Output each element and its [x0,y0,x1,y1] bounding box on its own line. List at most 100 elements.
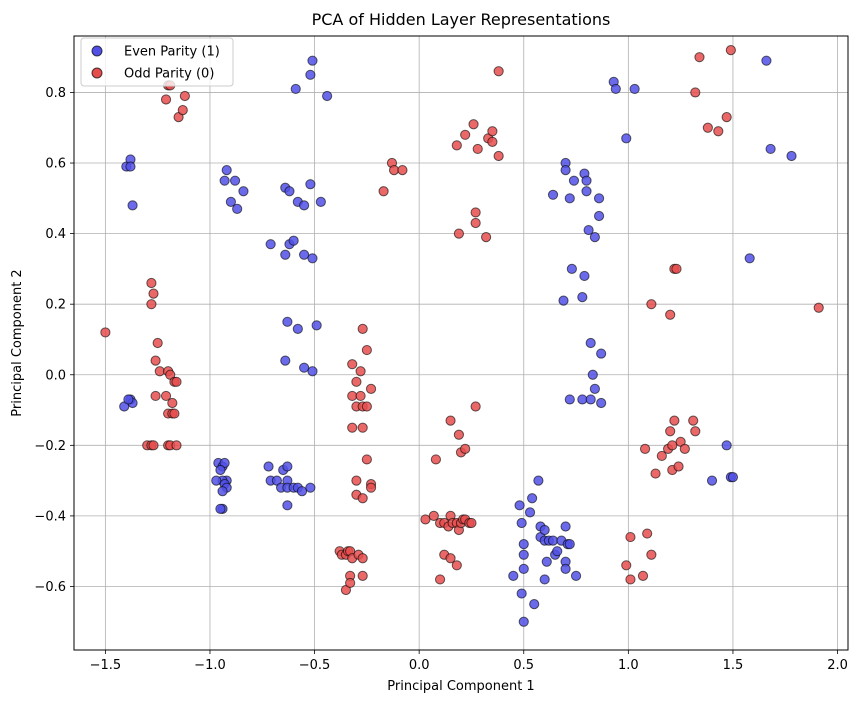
point-odd-parity [487,126,498,137]
point-odd-parity [650,468,661,479]
y-tick-label: 0.0 [45,368,66,383]
point-odd-parity [665,309,676,320]
point-even-parity [533,475,544,486]
point-odd-parity [639,443,651,454]
point-odd-parity [361,401,372,412]
point-even-parity [215,503,226,514]
point-odd-parity [177,105,188,116]
point-even-parity [727,471,739,483]
legend-label-odd: Odd Parity (0) [124,67,214,82]
x-axis-label: Principal Component 1 [387,679,534,694]
point-odd-parity [347,390,358,402]
point-odd-parity [688,415,699,426]
point-even-parity [564,394,575,405]
point-odd-parity [355,390,366,402]
point-even-parity [263,461,274,472]
point-odd-parity [169,408,180,419]
x-tick-label: 1.5 [723,658,744,673]
point-even-parity [596,348,607,359]
x-tick-label: −1.5 [90,658,122,673]
y-tick-label: −0.2 [34,439,66,454]
point-even-parity [568,175,580,186]
point-even-parity [558,295,569,306]
point-odd-parity [679,443,690,454]
point-odd-parity [148,288,159,299]
point-even-parity [621,133,632,144]
point-odd-parity [351,376,362,387]
point-even-parity [225,196,236,207]
point-even-parity [125,161,136,172]
point-odd-parity [445,553,456,564]
point-even-parity [215,464,226,476]
point-even-parity [629,83,640,95]
point-odd-parity [445,415,456,426]
point-odd-parity [470,401,481,412]
point-odd-parity [493,66,504,77]
point-odd-parity [694,52,705,63]
point-even-parity [593,193,605,204]
point-odd-parity [148,440,159,451]
point-even-parity [593,210,605,222]
y-tick-label: 0.6 [45,157,66,172]
x-tick-label: 0.5 [513,658,534,673]
legend-marker-even [91,45,103,57]
point-even-parity [282,461,293,472]
point-odd-parity [378,186,389,197]
point-odd-parity [428,510,439,522]
point-even-parity [589,383,600,394]
point-even-parity [217,486,228,497]
point-even-parity [596,397,607,409]
point-even-parity [570,570,582,581]
point-even-parity [706,475,718,486]
point-even-parity [765,143,776,155]
point-even-parity [518,563,529,574]
y-tick-label: −0.4 [34,509,66,524]
point-odd-parity [152,337,163,349]
point-even-parity [585,394,596,405]
point-even-parity [322,90,333,102]
point-even-parity [280,355,291,366]
point-even-parity [219,175,230,186]
point-odd-parity [725,45,736,56]
point-even-parity [564,193,575,204]
point-odd-parity [690,87,701,98]
point-odd-parity [388,164,400,176]
point-odd-parity [347,422,358,433]
point-odd-parity [470,207,481,218]
point-odd-parity [100,327,111,338]
point-odd-parity [466,517,477,529]
point-even-parity [552,546,563,557]
point-odd-parity [397,164,408,176]
point-even-parity [508,570,519,581]
y-tick-label: 0.2 [45,298,66,313]
point-even-parity [518,549,529,560]
point-even-parity [127,200,138,211]
point-even-parity [296,486,308,497]
point-even-parity [305,179,316,190]
point-even-parity [721,440,732,451]
point-odd-parity [721,112,732,123]
point-even-parity [232,203,243,215]
point-odd-parity [460,129,471,140]
point-odd-parity [154,366,165,377]
point-even-parity [585,337,596,349]
point-odd-parity [361,344,372,356]
y-tick-label: 0.8 [45,86,66,101]
point-even-parity [516,588,527,599]
point-odd-parity [420,514,431,525]
plot-area-frame [73,35,849,651]
point-even-parity [581,186,592,197]
point-even-parity [290,83,301,95]
point-odd-parity [637,570,649,581]
point-odd-parity [713,126,724,137]
point-odd-parity [160,94,172,105]
point-even-parity [529,599,540,610]
point-odd-parity [451,560,462,571]
point-odd-parity [625,574,636,585]
point-odd-parity [357,570,368,581]
point-odd-parity [357,553,368,564]
point-odd-parity [365,482,377,493]
point-odd-parity [646,549,657,560]
point-even-parity [305,482,316,493]
point-odd-parity [179,90,190,102]
